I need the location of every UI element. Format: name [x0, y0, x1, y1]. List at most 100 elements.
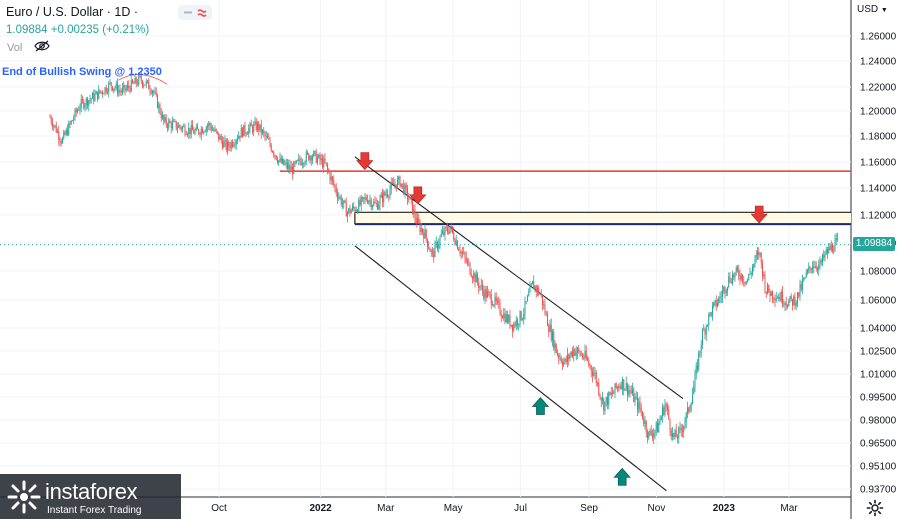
currency-selector[interactable]: USD ▼: [857, 4, 888, 15]
candle-body: [810, 268, 812, 270]
price-tick-label: 1.20000: [860, 107, 897, 118]
eye-off-icon[interactable]: [34, 40, 50, 52]
price-change-readout: 1.09884 +0.00235 (+0.21%): [6, 24, 150, 36]
candle-body: [220, 136, 222, 141]
candle-body: [271, 151, 273, 153]
candle-body: [118, 89, 120, 94]
candle-body: [575, 352, 577, 356]
candle-body: [189, 127, 191, 134]
candle-body: [441, 231, 443, 234]
candle-body: [61, 138, 63, 144]
candle-body: [273, 152, 275, 156]
candle-body: [591, 371, 593, 376]
candle-body: [398, 176, 400, 180]
candle-body: [321, 158, 323, 168]
candle-body: [300, 161, 302, 165]
chevron-down-icon: ▼: [880, 7, 888, 14]
candle-body: [294, 162, 296, 164]
candle-body: [335, 187, 337, 194]
candle-body: [775, 297, 777, 301]
candle-body: [298, 158, 300, 161]
candle-body: [543, 304, 545, 306]
candle-body: [629, 389, 631, 392]
candle-body: [583, 357, 585, 359]
symbol-title[interactable]: Euro / U.S. Dollar · 1D ·: [6, 5, 138, 19]
candle-body: [806, 270, 808, 273]
candle-body: [348, 208, 350, 213]
candle-body: [146, 80, 148, 82]
candle-body: [235, 140, 237, 145]
candle-body: [428, 246, 430, 249]
candle-body: [208, 122, 210, 127]
candle-body: [674, 430, 676, 437]
candle-body: [624, 389, 626, 391]
candle-body: [603, 398, 605, 411]
candle-body: [81, 99, 83, 101]
candle-body: [380, 194, 382, 198]
candle-body: [816, 268, 818, 270]
candle-body: [406, 188, 408, 199]
candle-body: [768, 284, 770, 293]
candle-body: [646, 432, 648, 438]
candle-body: [423, 232, 425, 239]
compare-button[interactable]: [178, 5, 212, 20]
candle-body: [653, 433, 655, 438]
candle-body: [399, 176, 401, 187]
candle-body: [670, 430, 672, 437]
candle-body: [825, 249, 827, 254]
candle-body: [353, 206, 355, 209]
candle-body: [378, 204, 380, 210]
candle-body: [749, 273, 751, 275]
time-tick-label: Mar: [377, 503, 395, 514]
candle-body: [433, 251, 435, 258]
candle-body: [166, 124, 168, 128]
candle-body: [435, 242, 437, 244]
candle-body: [66, 129, 68, 135]
candle-body: [598, 382, 600, 395]
candle-body: [218, 132, 220, 140]
candle-body: [195, 126, 197, 131]
candle-body: [174, 120, 176, 122]
time-tick-label: Oct: [211, 503, 227, 514]
gear-icon[interactable]: [866, 499, 884, 517]
candle-body: [765, 291, 767, 294]
candle-body: [401, 183, 403, 185]
candle-body: [344, 200, 346, 203]
candle-body: [306, 152, 308, 154]
candle-body: [463, 252, 465, 254]
candle-body: [181, 126, 183, 130]
candle-body: [693, 386, 695, 395]
time-tick-label: Sep: [580, 503, 598, 514]
candle-body: [176, 127, 178, 129]
candle-body: [173, 120, 175, 122]
candle-body: [694, 374, 696, 387]
candle-body: [539, 293, 541, 295]
channel-line-lower: [354, 245, 667, 492]
candle-body: [623, 379, 625, 391]
candle-body: [814, 266, 816, 268]
candle-body: [566, 354, 568, 362]
candle-body: [730, 281, 732, 284]
candle-body: [790, 295, 792, 299]
candle-body: [361, 197, 363, 198]
candle-body: [580, 354, 582, 356]
candle-body: [628, 389, 630, 395]
candle-body: [553, 331, 555, 349]
candle-body: [766, 284, 768, 294]
candle-body: [71, 120, 73, 122]
candle-body: [633, 389, 635, 402]
candle-body: [708, 313, 710, 326]
candle-body: [75, 109, 77, 113]
candle-body: [485, 289, 487, 298]
candle-body: [126, 85, 128, 89]
candle-body: [469, 262, 471, 275]
time-tick-label: 2023: [713, 503, 736, 514]
candle-body: [314, 151, 316, 152]
candle-body: [791, 298, 793, 306]
candle-body: [760, 252, 762, 263]
candle-body: [250, 123, 252, 127]
candle-body: [338, 197, 340, 199]
candle-body: [799, 284, 801, 297]
candle-body: [569, 355, 571, 359]
